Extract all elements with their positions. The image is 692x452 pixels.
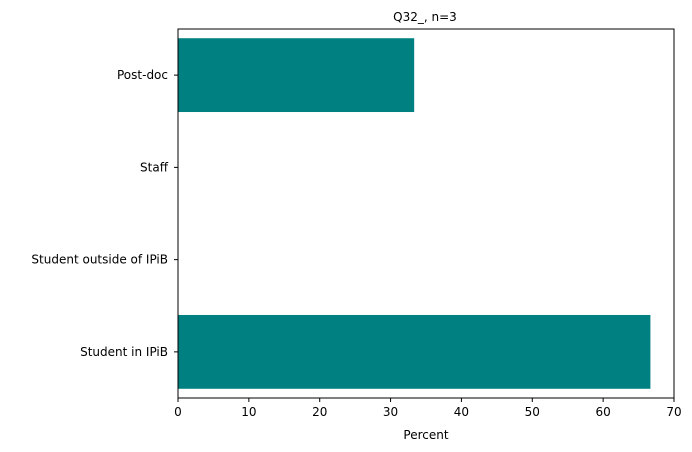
x-axis: 0 10 20 30 40 50 60 70 [174,398,682,419]
y-axis: Post-doc Staff Student outside of IPiB Stud… [31,68,178,359]
x-tick-label: 20 [312,405,327,419]
y-tick-label: Staff [140,160,169,174]
x-tick-label: 50 [525,405,540,419]
bars [178,38,651,389]
x-tick-label: 40 [454,405,469,419]
x-tick-label: 60 [596,405,611,419]
x-tick-label: 30 [383,405,398,419]
chart-title: Q32_, n=3 [393,10,457,24]
bar-student-in-ipib [178,314,651,389]
y-tick-label: Student in IPiB [80,345,168,359]
y-tick-label: Post-doc [117,68,168,82]
x-axis-label: Percent [403,428,448,442]
x-tick-label: 0 [174,405,182,419]
bar-post-doc [178,38,415,113]
plot-area-frame [177,28,675,399]
x-tick-label: 10 [241,405,256,419]
x-tick-label: 70 [666,405,681,419]
y-tick-label: Student outside of IPiB [31,253,168,267]
